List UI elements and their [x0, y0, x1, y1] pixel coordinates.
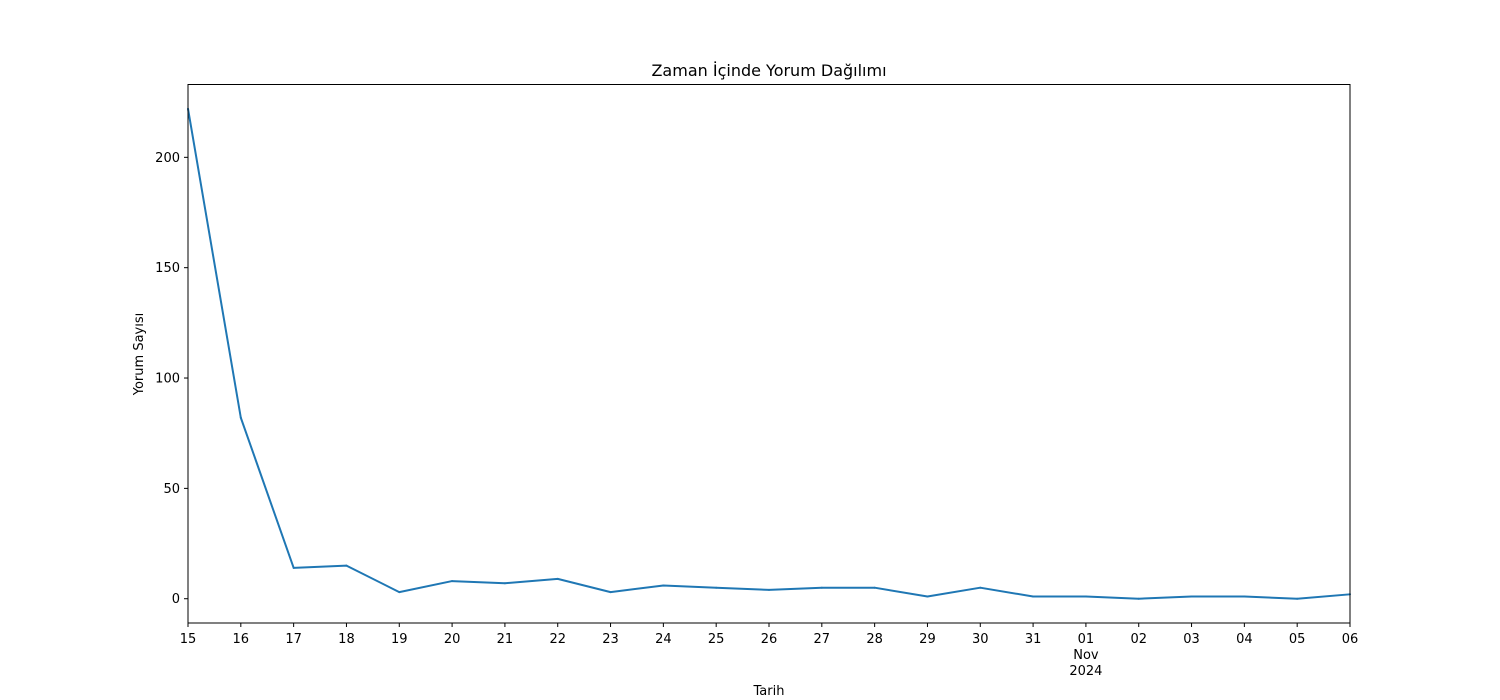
x-tick-label: 04 [1236, 632, 1253, 647]
series-layer [187, 107, 1351, 600]
data-point [239, 416, 242, 419]
x-tick-label: 18 [338, 632, 355, 647]
chart-title: Zaman İçinde Yorum Dağılımı [651, 61, 886, 80]
data-point [873, 586, 876, 589]
data-point [715, 586, 718, 589]
x-tick-label: 27 [814, 632, 831, 647]
data-point [979, 586, 982, 589]
x-tick-label: 21 [497, 632, 514, 647]
data-point [345, 564, 348, 567]
x-tick-label: 28 [866, 632, 883, 647]
x-tick-label: 30 [972, 632, 989, 647]
x-year-label: 2024 [1069, 664, 1102, 679]
data-point [1137, 597, 1140, 600]
data-point [926, 595, 929, 598]
x-tick-label: 01 [1078, 632, 1095, 647]
y-axis-title: Yorum Sayısı [132, 313, 147, 396]
y-tick-label: 50 [163, 482, 180, 497]
data-point [1243, 595, 1246, 598]
data-point [1190, 595, 1193, 598]
data-point [820, 586, 823, 589]
data-point [1084, 595, 1087, 598]
data-point [503, 582, 506, 585]
data-point [451, 580, 454, 583]
data-point [768, 588, 770, 591]
x-tick-label: 02 [1130, 632, 1147, 647]
plot-frame [187, 84, 1351, 624]
x-tick-label: 22 [549, 632, 566, 647]
x-tick-label: 19 [391, 632, 408, 647]
x-tick-label: 06 [1342, 632, 1359, 647]
y-tick-label: 200 [155, 151, 180, 166]
y-tick-label: 100 [155, 372, 180, 387]
y-tick-label: 0 [172, 592, 180, 607]
x-axis: 15 16 17 18 19 20 21 22 23 24 25 26 27 28 29 30 31 01Nov2… [180, 623, 1359, 679]
x-tick-label: 20 [444, 632, 461, 647]
x-tick-label: 15 [180, 632, 197, 647]
x-tick-label: 16 [233, 632, 250, 647]
data-point [609, 591, 612, 594]
x-tick-label: 03 [1183, 632, 1200, 647]
x-tick-label: 29 [919, 632, 936, 647]
x-tick-label: 23 [602, 632, 619, 647]
x-month-label: Nov [1073, 648, 1099, 663]
data-point [662, 584, 665, 587]
x-axis-title: Tarih [753, 684, 785, 699]
x-tick-label: 25 [708, 632, 725, 647]
series-line [187, 108, 1351, 600]
x-tick-label: 24 [655, 632, 672, 647]
data-point [1032, 595, 1035, 598]
data-point [398, 591, 401, 594]
x-tick-label: 05 [1289, 632, 1306, 647]
data-point [1296, 597, 1299, 600]
x-tick-label: 17 [285, 632, 302, 647]
y-axis: 0 50 100 150 200 [155, 151, 188, 607]
y-tick-label: 150 [155, 261, 180, 276]
x-tick-label: 31 [1025, 632, 1042, 647]
x-tick-label: 26 [761, 632, 778, 647]
data-point [556, 577, 559, 580]
data-point [292, 566, 295, 569]
